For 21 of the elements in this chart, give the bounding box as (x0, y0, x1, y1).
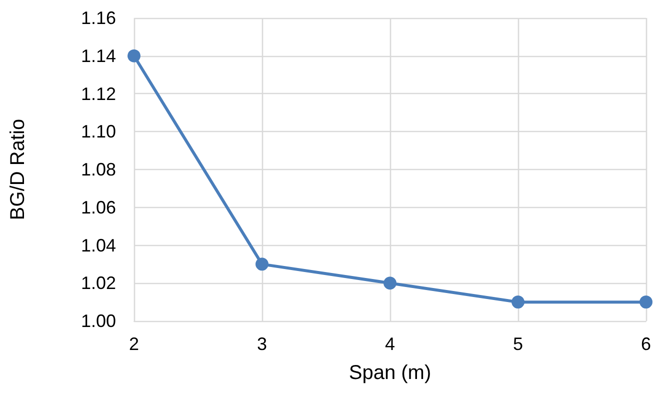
y-tick-label: 1.04 (80, 235, 116, 256)
y-tick-label: 1.06 (80, 197, 116, 218)
y-tick-label: 1.10 (80, 122, 116, 142)
point (512, 296, 524, 309)
y-tick-label: 1.14 (80, 46, 116, 66)
x-tick-label: 4 (384, 334, 396, 354)
y-tick-label: 1.02 (80, 273, 116, 294)
point (256, 258, 268, 271)
x-tick-label: 6 (640, 334, 651, 354)
point (384, 276, 396, 290)
y-tick-label: 1.12 (80, 84, 116, 104)
y-axis-title: BG/D Ratio (7, 118, 29, 220)
point (128, 49, 140, 62)
y-tick-label: 1.16 (80, 8, 116, 28)
x-tick-label: 2 (128, 334, 140, 354)
y-tick-label: 1.00 (80, 311, 116, 331)
x-axis-title: Span (m) (348, 362, 432, 384)
y-tick-label: 1.08 (80, 160, 116, 180)
point (640, 296, 652, 309)
x-tick-label: 3 (256, 334, 268, 354)
x-tick-label: 5 (512, 334, 524, 354)
